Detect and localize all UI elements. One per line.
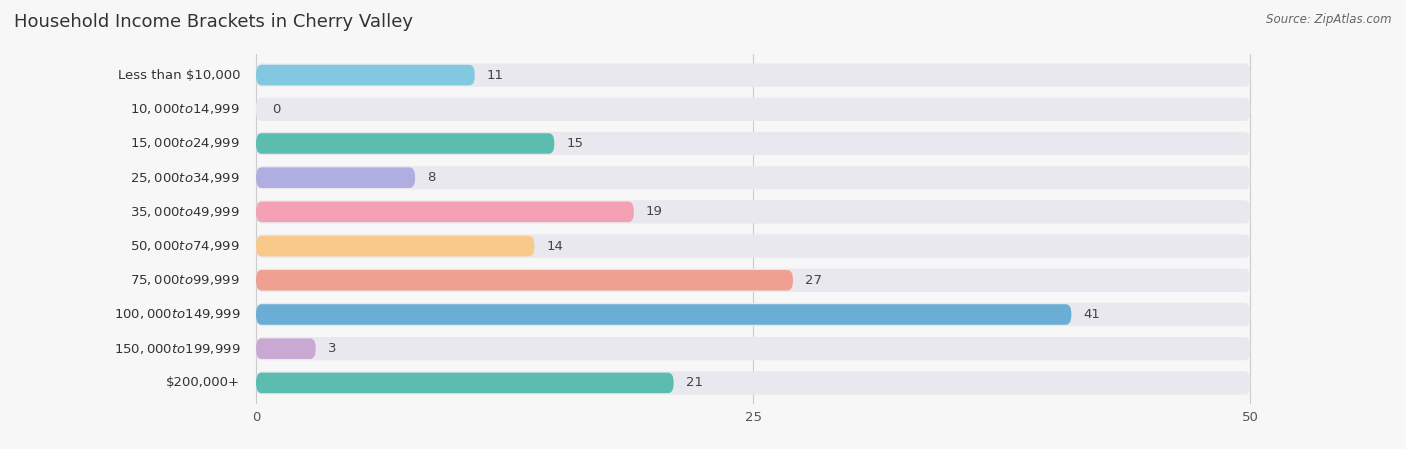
Text: $15,000 to $24,999: $15,000 to $24,999	[131, 136, 240, 150]
FancyBboxPatch shape	[256, 337, 1250, 360]
FancyBboxPatch shape	[256, 132, 1250, 155]
FancyBboxPatch shape	[256, 200, 1250, 224]
Text: 15: 15	[567, 137, 583, 150]
FancyBboxPatch shape	[256, 270, 793, 291]
Text: 27: 27	[804, 274, 823, 287]
Text: $35,000 to $49,999: $35,000 to $49,999	[131, 205, 240, 219]
Text: 41: 41	[1083, 308, 1099, 321]
FancyBboxPatch shape	[256, 373, 673, 393]
FancyBboxPatch shape	[256, 166, 1250, 189]
Text: $25,000 to $34,999: $25,000 to $34,999	[131, 171, 240, 185]
Text: $75,000 to $99,999: $75,000 to $99,999	[131, 273, 240, 287]
Text: $150,000 to $199,999: $150,000 to $199,999	[114, 342, 240, 356]
FancyBboxPatch shape	[256, 133, 554, 154]
FancyBboxPatch shape	[256, 303, 1250, 326]
FancyBboxPatch shape	[256, 167, 415, 188]
Text: 19: 19	[645, 205, 662, 218]
Text: 14: 14	[547, 240, 564, 253]
FancyBboxPatch shape	[256, 234, 1250, 258]
Text: 0: 0	[271, 103, 280, 116]
FancyBboxPatch shape	[256, 202, 634, 222]
Text: 8: 8	[427, 171, 436, 184]
FancyBboxPatch shape	[256, 63, 1250, 87]
Text: $10,000 to $14,999: $10,000 to $14,999	[131, 102, 240, 116]
FancyBboxPatch shape	[256, 65, 475, 85]
Text: $50,000 to $74,999: $50,000 to $74,999	[131, 239, 240, 253]
FancyBboxPatch shape	[256, 97, 1250, 121]
FancyBboxPatch shape	[256, 339, 316, 359]
Text: 11: 11	[486, 69, 503, 82]
FancyBboxPatch shape	[256, 269, 1250, 292]
FancyBboxPatch shape	[256, 236, 534, 256]
Text: $100,000 to $149,999: $100,000 to $149,999	[114, 308, 240, 321]
Text: Source: ZipAtlas.com: Source: ZipAtlas.com	[1267, 13, 1392, 26]
Text: 3: 3	[328, 342, 336, 355]
Text: Household Income Brackets in Cherry Valley: Household Income Brackets in Cherry Vall…	[14, 13, 413, 31]
Text: 21: 21	[686, 376, 703, 389]
Text: $200,000+: $200,000+	[166, 376, 240, 389]
FancyBboxPatch shape	[256, 371, 1250, 395]
Text: Less than $10,000: Less than $10,000	[118, 69, 240, 82]
FancyBboxPatch shape	[256, 304, 1071, 325]
